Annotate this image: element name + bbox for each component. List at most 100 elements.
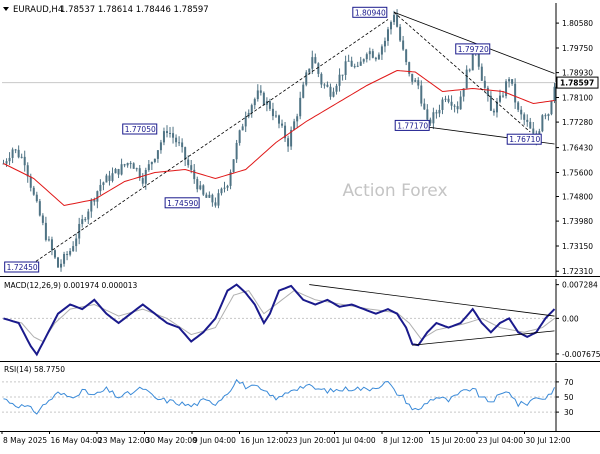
candle-body	[202, 185, 205, 195]
candle-body	[102, 182, 105, 185]
candle-body	[359, 61, 362, 66]
price-annotation-label: 1.74590	[167, 199, 198, 208]
candle-body	[120, 164, 123, 175]
candle-body	[57, 257, 60, 268]
rsi-title: RSI(14) 58.7750	[4, 365, 65, 374]
candle-body	[153, 158, 156, 162]
candle-body	[111, 173, 114, 181]
candle-body	[105, 175, 108, 183]
candle-body	[241, 126, 244, 131]
rsi-line	[3, 378, 555, 415]
candle-body	[408, 62, 411, 74]
candle-body	[223, 187, 226, 189]
price-tick-label: 1.77280	[562, 118, 593, 127]
price-tick-label: 1.73150	[562, 242, 593, 251]
candle-body	[517, 102, 520, 110]
candle-body	[293, 121, 296, 130]
candle-body	[8, 157, 11, 162]
candle-body	[250, 105, 253, 113]
candle-body	[165, 131, 168, 133]
candle-body	[144, 169, 147, 184]
candle-body	[259, 90, 262, 93]
candle-body	[299, 97, 302, 117]
candle-body	[511, 79, 514, 84]
candle-body	[438, 109, 441, 114]
candle-body	[84, 219, 87, 221]
candle-body	[66, 253, 69, 255]
time-tick-label: 30 Jul 12:00	[526, 436, 571, 445]
trendline	[393, 11, 555, 74]
candle-body	[162, 131, 165, 143]
header-symbol: EURAUD,H4	[13, 5, 63, 15]
candle-body	[11, 149, 14, 158]
candle-body	[477, 51, 480, 67]
price-annotation-box	[352, 6, 388, 18]
macd-panel: MACD(12,26,9) 0.001974 0.000013	[3, 281, 556, 357]
time-tick-label: 15 Jul 20:00	[431, 436, 476, 445]
candle-body	[175, 137, 178, 143]
macd-trendline	[412, 330, 555, 346]
candle-body	[265, 101, 268, 105]
macd-tick-label: 0.00	[562, 314, 579, 323]
candle-body	[268, 101, 271, 109]
candle-body	[544, 115, 547, 117]
candle-body	[335, 85, 338, 92]
candle-body	[159, 142, 162, 151]
candle-body	[374, 57, 377, 60]
candle-body	[278, 115, 280, 124]
candle-body	[44, 222, 47, 240]
candle-body	[311, 57, 314, 69]
collapse-triangle-icon[interactable]	[3, 7, 9, 11]
candle-body	[187, 159, 190, 166]
price-annotation-box	[164, 197, 200, 209]
candle-body	[296, 116, 299, 122]
candle-body	[459, 96, 462, 110]
time-tick-label: 16 May 04:00	[51, 436, 103, 445]
candle-body	[217, 193, 220, 206]
price-annotation-label: 1.72450	[7, 263, 38, 272]
candle-body	[393, 14, 396, 23]
candle-body	[196, 179, 199, 190]
candle-body	[99, 184, 102, 192]
candle-body	[502, 95, 505, 97]
candle-body	[281, 123, 284, 126]
candle-body	[75, 238, 78, 247]
rsi-panel: RSI(14) 58.7750	[3, 365, 555, 415]
price-tick-label: 1.79750	[562, 44, 593, 53]
candle-body	[211, 194, 214, 203]
candle-body	[529, 121, 532, 129]
price-annotation-box	[394, 119, 430, 131]
candle-body	[29, 176, 32, 188]
price-annotation-box	[122, 123, 158, 135]
price-tick-label: 1.78930	[562, 69, 593, 78]
candle-body	[453, 105, 456, 107]
price-tick-label: 1.80580	[562, 19, 593, 28]
candle-body	[350, 60, 353, 67]
candle-body	[141, 178, 144, 184]
price-tick-label: 1.75600	[562, 169, 593, 178]
candle-body	[396, 14, 399, 27]
candle-body	[284, 125, 287, 139]
price-tick-label: 1.76430	[562, 144, 593, 153]
price-tick-label: 1.73980	[562, 217, 593, 226]
candle-body	[377, 54, 380, 60]
candle-body	[420, 85, 423, 104]
candle-body	[126, 163, 129, 166]
rsi-tick-label: 50	[564, 393, 574, 402]
candle-body	[226, 185, 229, 188]
macd-trendline	[309, 284, 555, 317]
price-annotation-box	[4, 261, 40, 273]
candle-body	[317, 63, 320, 74]
candle-body	[41, 215, 44, 223]
candle-body	[232, 159, 235, 173]
candle-body	[253, 99, 256, 106]
candle-body	[53, 250, 56, 258]
header-ohlc: 1.78537 1.78614 1.78446 1.78597	[60, 5, 209, 15]
candle-body	[114, 169, 117, 174]
candle-body	[214, 202, 217, 206]
candle-body	[108, 175, 111, 181]
candle-body	[63, 253, 66, 264]
price-annotation-label: 1.79720	[458, 45, 489, 54]
candle-body	[532, 128, 535, 134]
